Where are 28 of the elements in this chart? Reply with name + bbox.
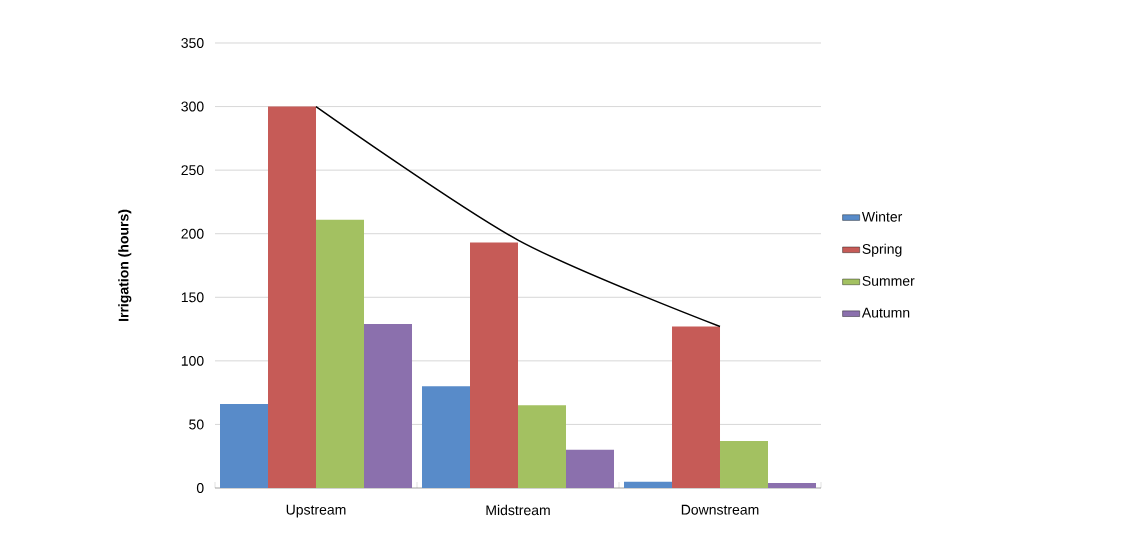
- bar: [220, 404, 268, 488]
- bar: [422, 386, 470, 488]
- bar: [566, 449, 615, 488]
- bar: [518, 405, 567, 488]
- bar: [768, 482, 817, 488]
- x-tick-label: Downstream: [681, 504, 759, 515]
- legend-label: Spring: [862, 243, 902, 257]
- bar: [624, 481, 673, 488]
- y-tick-label: 100: [181, 355, 204, 366]
- x-tick-label: Midstream: [486, 504, 550, 516]
- y-tick-label: 150: [181, 292, 204, 303]
- x-tick-label: Upstream: [286, 504, 346, 518]
- bar: [364, 323, 413, 488]
- y-tick-label: 50: [189, 419, 204, 430]
- y-axis-title: Irrigation (hours): [118, 209, 132, 321]
- y-tick-label: 0: [196, 483, 204, 493]
- legend-label: Autumn: [861, 307, 910, 318]
- bar: [720, 440, 769, 488]
- bar: [316, 219, 365, 488]
- legend-label: Summer: [862, 275, 915, 286]
- y-tick-label: 250: [181, 165, 204, 176]
- bar: [268, 106, 317, 488]
- bar: [672, 326, 721, 488]
- y-tick-label: 350: [181, 38, 204, 48]
- y-tick-label: 200: [181, 228, 204, 239]
- legend-label: Winter: [861, 211, 903, 222]
- y-tick-label: 300: [181, 101, 204, 112]
- bar: [470, 242, 519, 488]
